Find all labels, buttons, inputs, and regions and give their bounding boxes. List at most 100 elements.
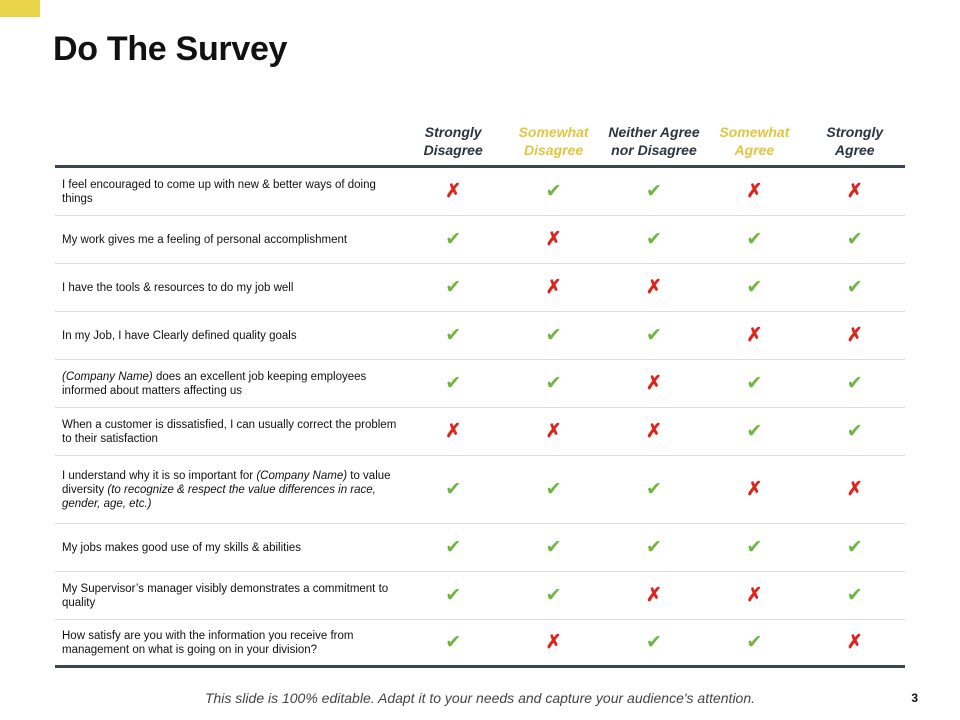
cross-icon: ✗ [846, 180, 863, 202]
column-header-line: Agree [734, 142, 775, 158]
table-row: When a customer is dissatisfied, I can u… [55, 408, 905, 456]
statement-segment: When a customer is dissatisfied, I can u… [62, 418, 397, 445]
checkmark-icon: ✔ [445, 276, 462, 298]
cross-icon: ✗ [445, 420, 462, 442]
checkmark-icon: ✔ [846, 420, 863, 442]
footer-note: This slide is 100% editable. Adapt it to… [204, 690, 756, 706]
checkmark-icon: ✔ [846, 228, 863, 250]
cross-icon: ✗ [646, 276, 662, 298]
column-header-line: Neither Agree [608, 124, 700, 140]
statement-text: I feel encouraged to come up with new & … [55, 178, 403, 206]
statement-segment: I have the tools & resources to do my jo… [62, 281, 294, 294]
cross-icon: ✗ [746, 584, 763, 606]
table-row: My work gives me a feeling of personal a… [55, 216, 905, 264]
table-row: I have the tools & resources to do my jo… [55, 264, 905, 312]
statement-segment: My work gives me a feeling of personal a… [62, 233, 348, 246]
survey-table: Strongly Disagree Somewhat Disagree Neither … [55, 118, 905, 668]
statement-segment: (to recognize & respect the value differ… [62, 483, 376, 510]
checkmark-icon: ✔ [445, 372, 462, 394]
statement-segment: I feel encouraged to come up with new & … [62, 178, 376, 205]
statement-text: (Company Name) does an excellent job kee… [55, 370, 403, 398]
checkmark-icon: ✔ [445, 584, 462, 606]
checkmark-icon: ✔ [746, 228, 763, 250]
checkmark-icon: ✔ [545, 180, 562, 202]
column-header-line: Somewhat [518, 124, 589, 140]
checkmark-icon: ✔ [445, 324, 462, 346]
column-header: Somewhat Agree [704, 118, 804, 165]
statement-text: How satisfy are you with the information… [55, 629, 403, 657]
checkmark-icon: ✔ [646, 478, 662, 500]
cross-icon: ✗ [846, 478, 863, 500]
checkmark-icon: ✔ [646, 536, 662, 558]
statement-header-spacer [55, 118, 403, 165]
checkmark-icon: ✔ [646, 228, 662, 250]
column-header: Strongly Disagree [403, 118, 503, 165]
checkmark-icon: ✔ [545, 536, 562, 558]
table-row: (Company Name) does an excellent job kee… [55, 360, 905, 408]
cross-icon: ✗ [746, 180, 763, 202]
column-header-line: Agree [834, 142, 875, 158]
accent-bar [0, 0, 40, 17]
statement-segment: (Company Name) [62, 370, 153, 383]
table-row: In my Job, I have Clearly defined qualit… [55, 312, 905, 360]
checkmark-icon: ✔ [746, 276, 763, 298]
column-header: Neither Agree nor Disagree [604, 118, 704, 165]
column-header-line: Somewhat [719, 124, 790, 140]
column-header-line: Disagree [524, 142, 584, 158]
statement-segment: does an excellent job keeping employees … [62, 370, 367, 397]
column-header: Strongly Agree [805, 118, 905, 165]
checkmark-icon: ✔ [445, 228, 462, 250]
cross-icon: ✗ [746, 324, 763, 346]
checkmark-icon: ✔ [746, 372, 763, 394]
checkmark-icon: ✔ [545, 584, 562, 606]
column-header-line: nor Disagree [611, 142, 697, 158]
statement-text: I understand why it is so important for … [55, 469, 403, 511]
checkmark-icon: ✔ [445, 478, 462, 500]
cross-icon: ✗ [445, 180, 462, 202]
checkmark-icon: ✔ [445, 631, 462, 653]
statement-text: In my Job, I have Clearly defined qualit… [55, 329, 403, 343]
statement-text: When a customer is dissatisfied, I can u… [55, 418, 403, 446]
checkmark-icon: ✔ [445, 536, 462, 558]
table-row: My jobs makes good use of my skills & ab… [55, 524, 905, 572]
checkmark-icon: ✔ [846, 372, 863, 394]
column-header: Somewhat Disagree [503, 118, 603, 165]
statement-text: My jobs makes good use of my skills & ab… [55, 541, 403, 555]
table-row: My Supervisor’s manager visibly demonstr… [55, 572, 905, 620]
statement-segment: My Supervisor’s manager visibly demonstr… [62, 582, 389, 609]
cross-icon: ✗ [545, 631, 562, 653]
statement-segment: In my Job, I have Clearly defined qualit… [62, 329, 297, 342]
checkmark-icon: ✔ [646, 180, 662, 202]
cross-icon: ✗ [646, 372, 662, 394]
statement-segment: I understand why it is so important for [62, 469, 257, 482]
statement-segment: (Company Name) [256, 469, 348, 482]
checkmark-icon: ✔ [846, 276, 863, 298]
page-number: 3 [911, 691, 918, 705]
table-row: How satisfy are you with the information… [55, 620, 905, 668]
statement-text: I have the tools & resources to do my jo… [55, 281, 403, 295]
table-row: I feel encouraged to come up with new & … [55, 168, 905, 216]
page-title: Do The Survey [53, 30, 288, 68]
cross-icon: ✗ [646, 584, 662, 606]
cross-icon: ✗ [545, 228, 562, 250]
survey-header-row: Strongly Disagree Somewhat Disagree Neither … [55, 118, 905, 168]
table-row: I understand why it is so important for … [55, 456, 905, 524]
statement-segment: My jobs makes good use of my skills & ab… [62, 541, 302, 554]
statement-segment: How satisfy are you with the information… [62, 629, 354, 656]
cross-icon: ✗ [746, 478, 763, 500]
cross-icon: ✗ [545, 276, 562, 298]
column-header-line: Strongly [424, 124, 482, 140]
checkmark-icon: ✔ [646, 324, 662, 346]
cross-icon: ✗ [646, 420, 662, 442]
cross-icon: ✗ [846, 631, 863, 653]
checkmark-icon: ✔ [646, 631, 662, 653]
checkmark-icon: ✔ [545, 478, 562, 500]
checkmark-icon: ✔ [545, 372, 562, 394]
survey-rows: I feel encouraged to come up with new & … [55, 168, 905, 668]
checkmark-icon: ✔ [545, 324, 562, 346]
checkmark-icon: ✔ [746, 631, 763, 653]
checkmark-icon: ✔ [746, 536, 763, 558]
checkmark-icon: ✔ [846, 584, 863, 606]
statement-text: My Supervisor’s manager visibly demonstr… [55, 582, 403, 610]
cross-icon: ✗ [846, 324, 863, 346]
